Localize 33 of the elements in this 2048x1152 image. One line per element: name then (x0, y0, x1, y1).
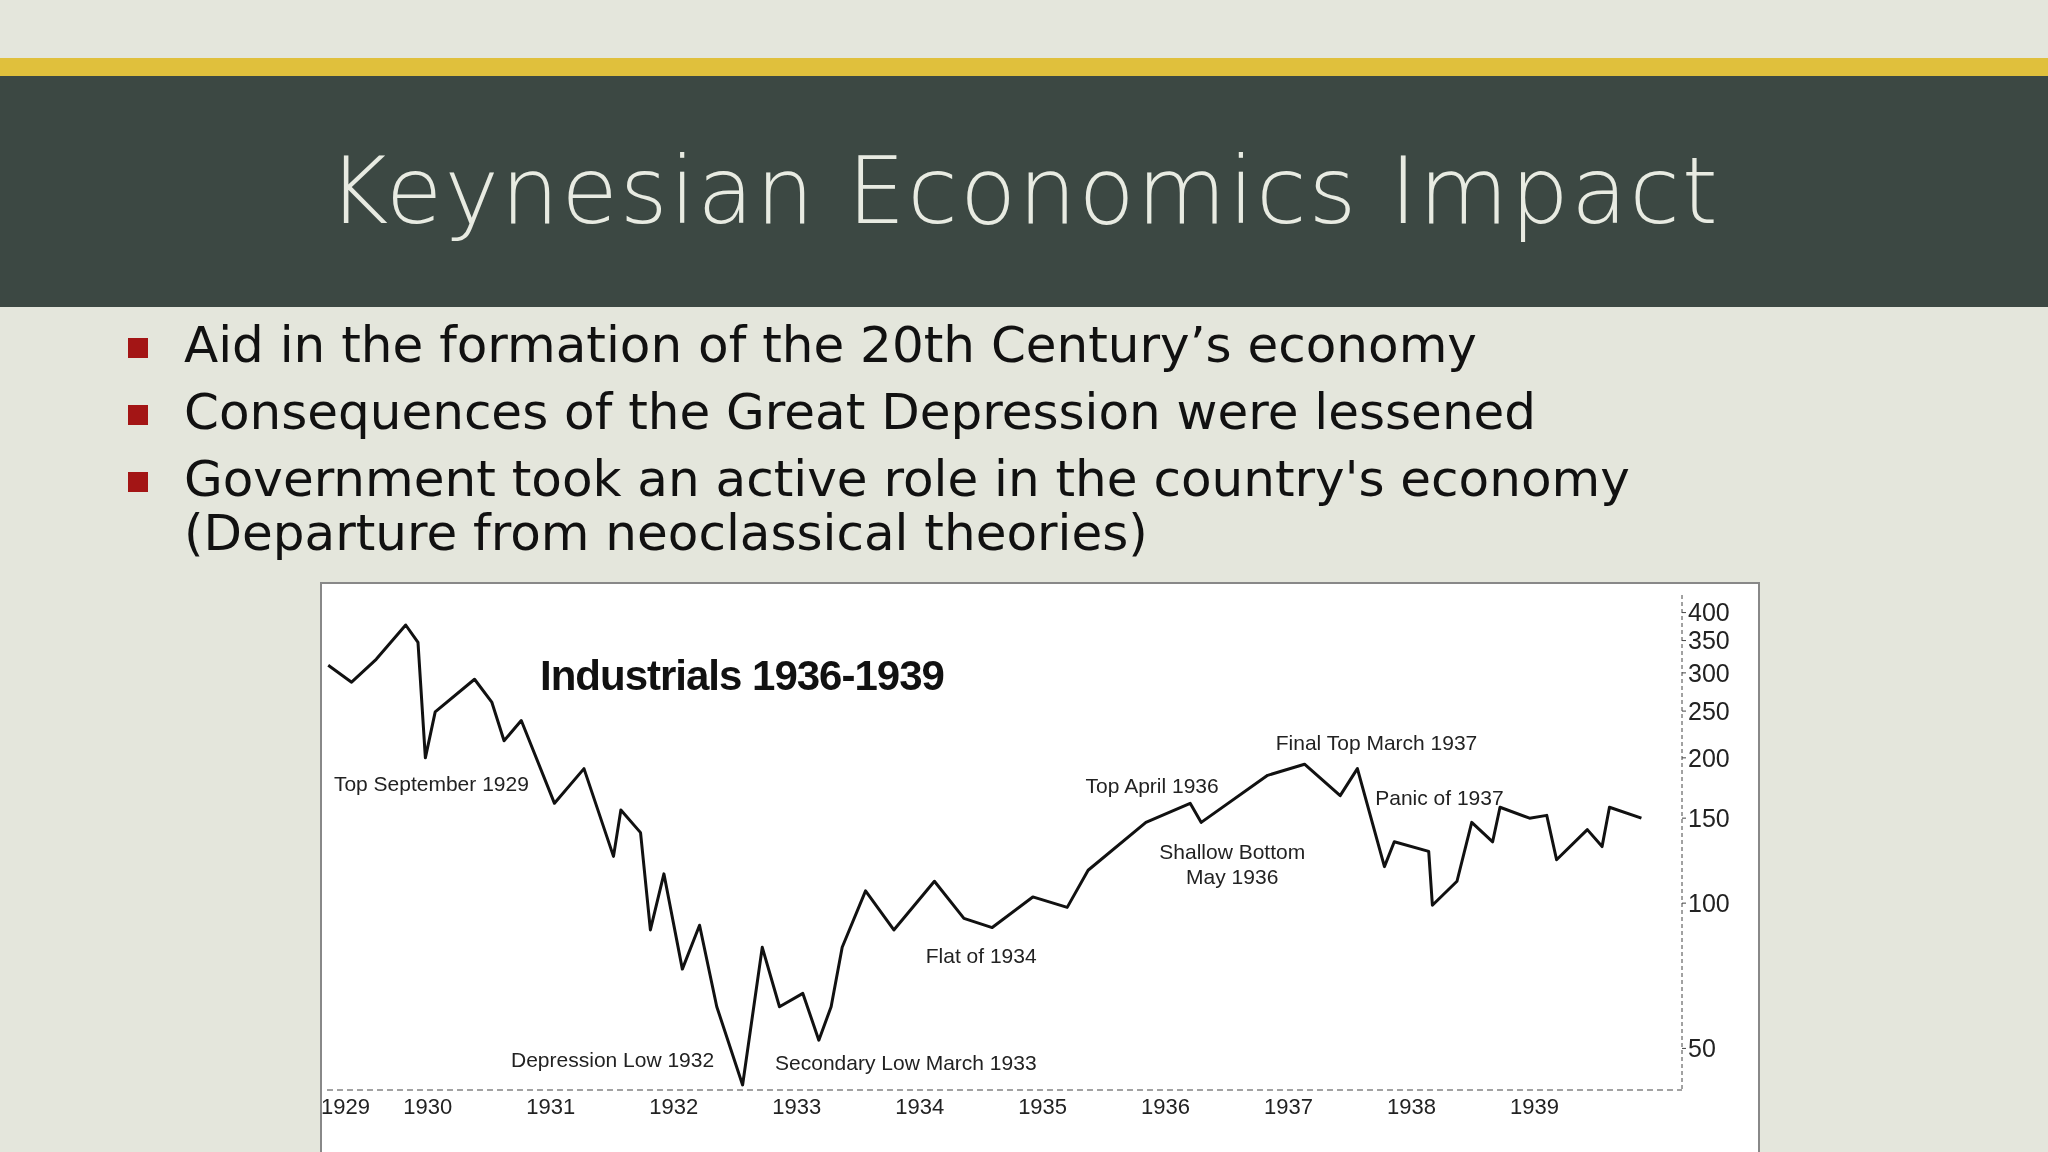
text: Aid in the formation of the 20th Century’s economy (184, 316, 1477, 374)
y-tick-label: 250 (1688, 696, 1730, 725)
annotation: Final Top March 1937 (1275, 731, 1478, 755)
x-tick-label: 1939 (1509, 1093, 1559, 1119)
annotation: Top April 1936 (1085, 774, 1219, 798)
chart-title: Keynesian Economics Impact (328, 138, 1720, 245)
x-tick-label: 1936 (1141, 1093, 1191, 1119)
y-tick-label: 150 (1688, 804, 1730, 833)
x-tick-label: 1935 (1018, 1093, 1068, 1119)
y-tick-label: 400 (1688, 598, 1730, 627)
annotation: Secondary Low March 1933 (775, 1051, 1037, 1075)
annotation: Depression Low 1932 (511, 1047, 715, 1071)
y-tick-label: 50 (1688, 1034, 1716, 1063)
x-tick-label: 1937 (1264, 1093, 1314, 1119)
x-tick-label: 1938 (1387, 1093, 1436, 1119)
annotation: Panic of 1937 (1375, 785, 1504, 809)
annotation: Flat of 1934 (925, 943, 1037, 967)
x-tick-label: 1930 (403, 1093, 453, 1119)
y-tick-label: 100 (1688, 889, 1730, 918)
y-tick-label: 350 (1688, 626, 1730, 655)
text: Consequences of the Great Depression were lessened (184, 383, 1537, 441)
x-tick-label: 1929 (320, 1093, 370, 1119)
x-tick-label: 1934 (895, 1093, 945, 1119)
line-series (327, 623, 1643, 1087)
annotation: Shallow Bottom May 1936 (1159, 840, 1306, 889)
y-tick-label: 300 (1688, 658, 1730, 687)
x-tick-label: 1931 (526, 1093, 576, 1119)
x-tick-label: 1933 (772, 1093, 822, 1119)
annotation: Top September 1929 (333, 771, 529, 795)
text: Government took an active role in the country's economy (Departure from neoclassical theories) (184, 450, 1630, 562)
x-tick-label: 1932 (649, 1093, 699, 1119)
y-tick-label: 200 (1688, 743, 1730, 772)
text: Industrials 1936-1939 (540, 652, 944, 700)
